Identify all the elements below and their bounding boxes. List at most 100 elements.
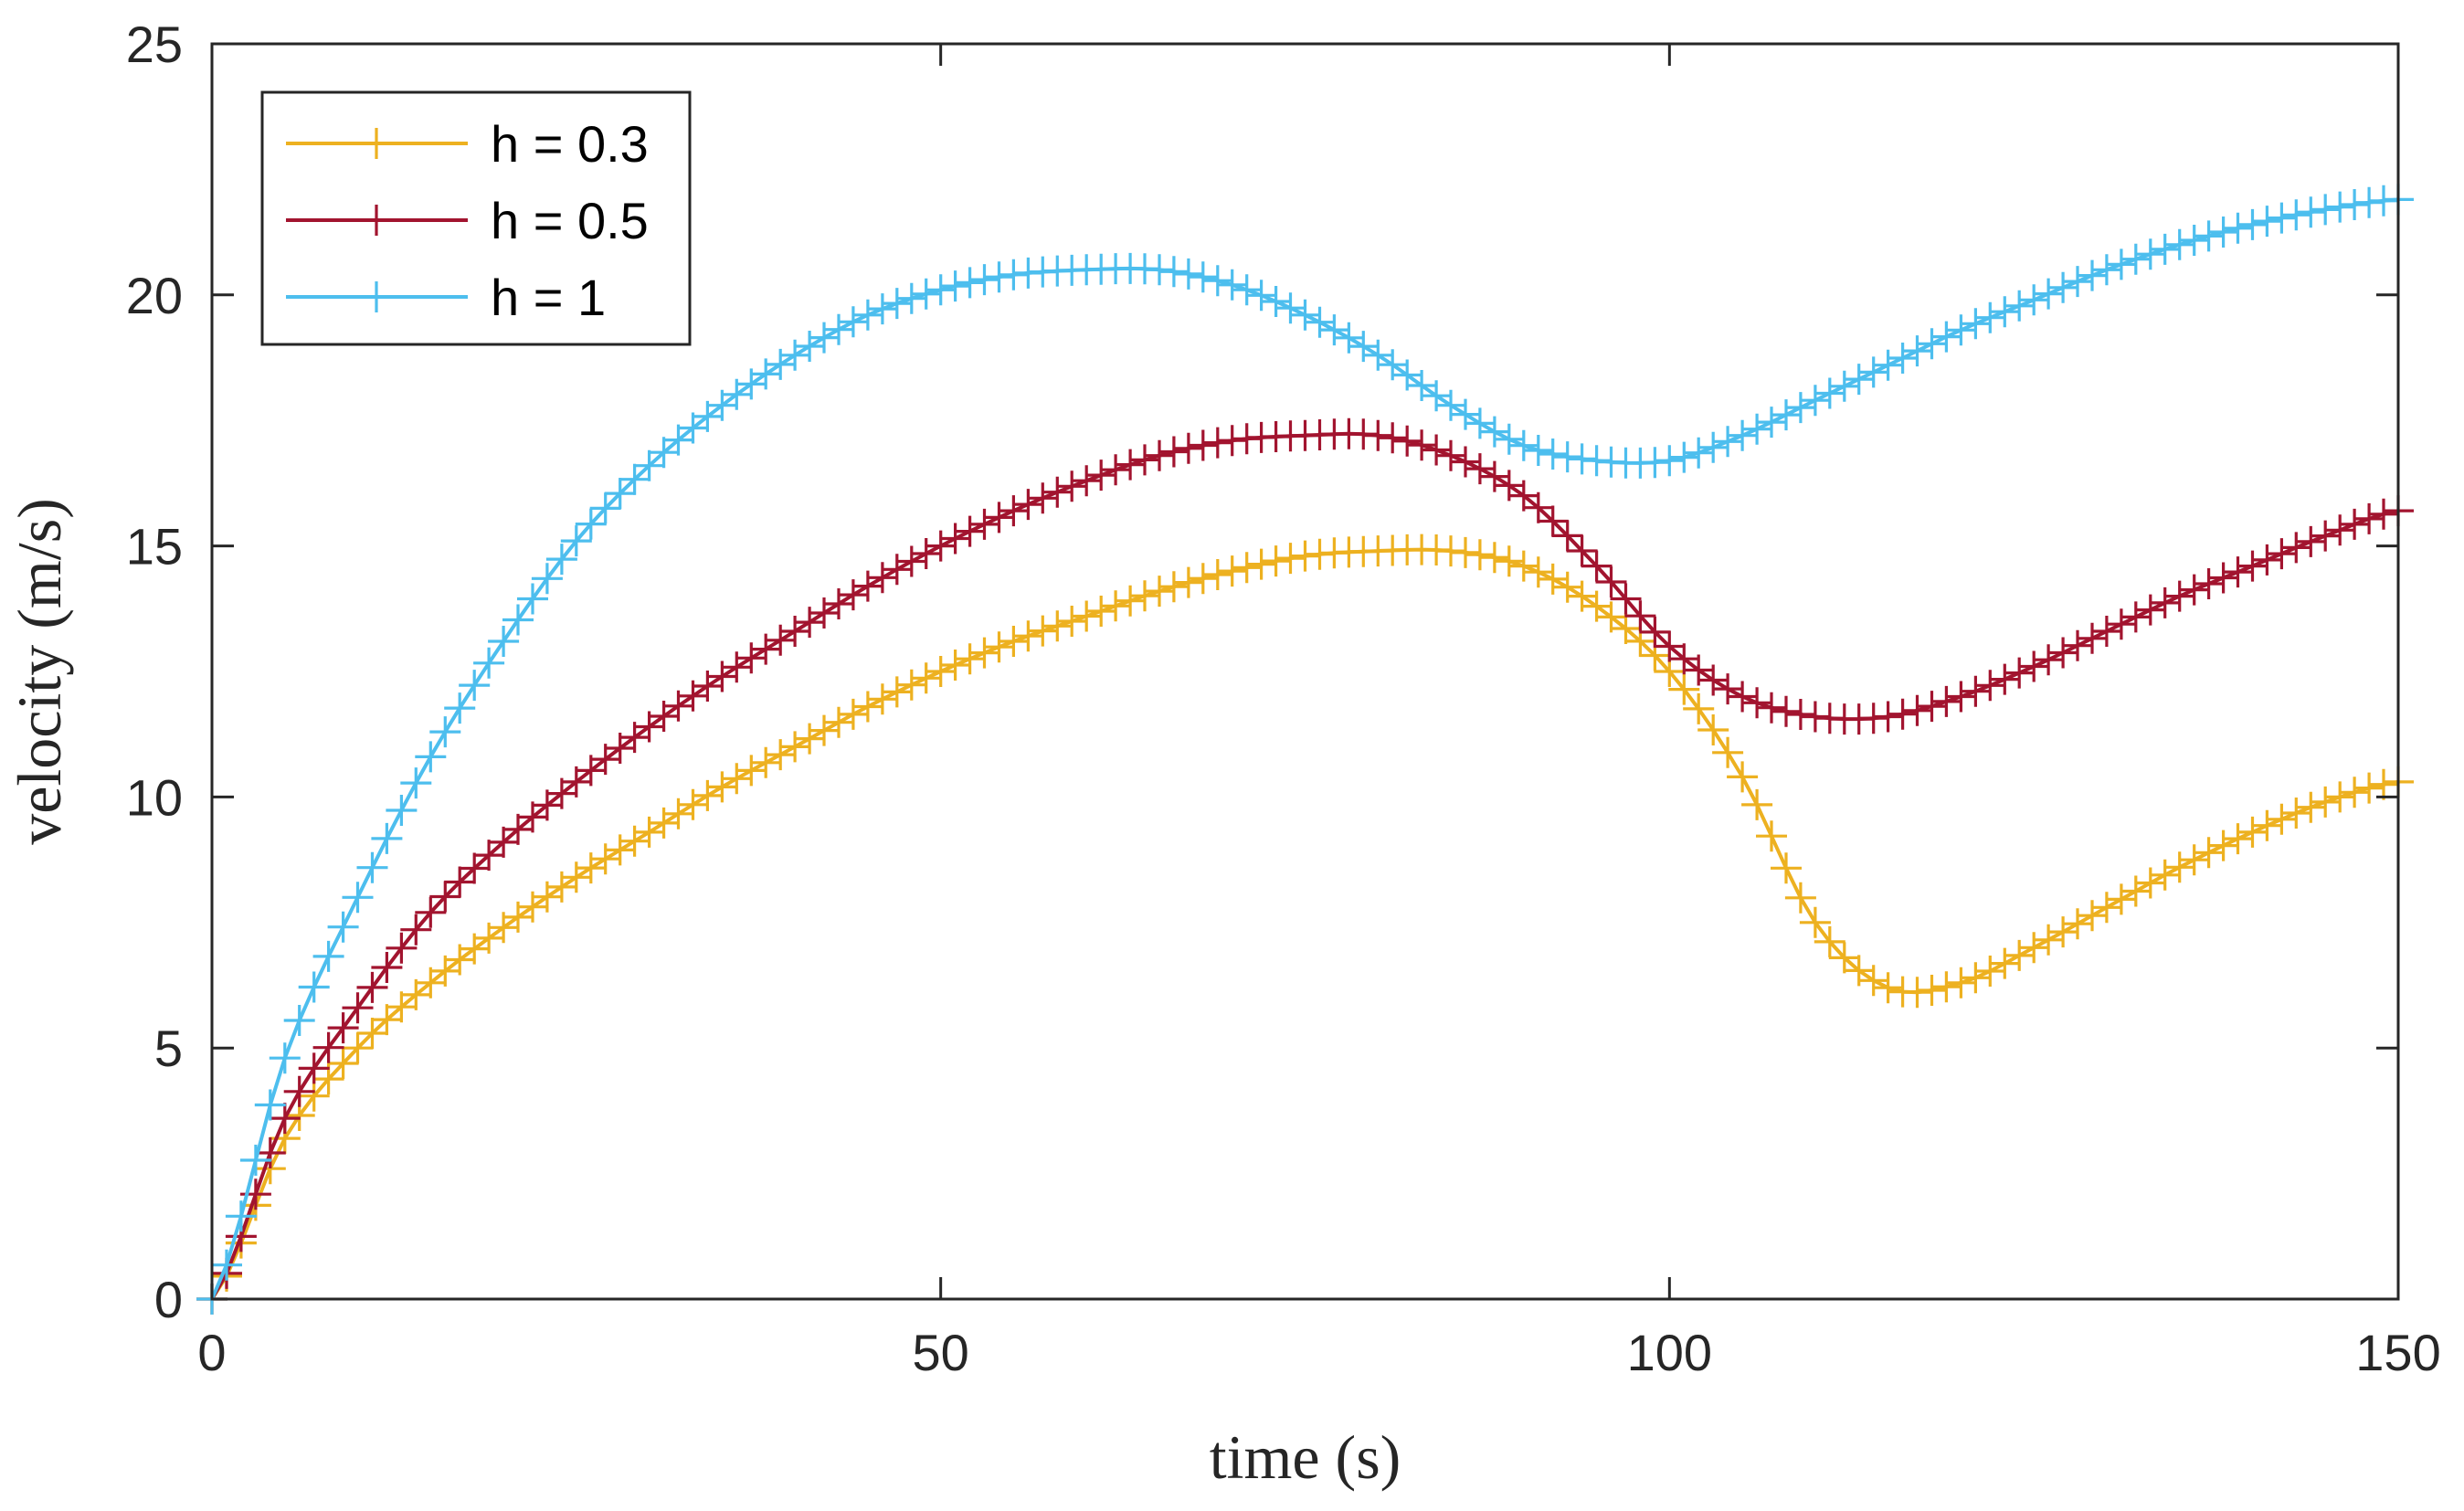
data-point [1144,254,1175,286]
data-point [488,626,520,657]
data-point [386,795,418,826]
data-point [2062,266,2093,298]
data-point [735,642,767,674]
axes-box [210,42,2400,1301]
data-point [1974,670,2006,702]
data-point [1784,699,1816,730]
data-point [2324,781,2356,813]
x-tick-label: 100 [1627,1324,1712,1381]
data-point [2090,892,2122,924]
data-point [1960,675,1992,707]
legend-label: h = 1 [491,269,606,326]
data-point [866,683,898,715]
data-point [1216,425,1248,457]
data-point [2120,243,2152,275]
data-point [1406,429,1438,461]
data-point [1872,701,1904,733]
data-point [2207,829,2239,861]
data-point [1260,286,1292,317]
data-point [2368,768,2399,800]
data-point [327,911,359,943]
data-point [356,1018,388,1049]
legend: h = 0.3 h = 0.5 h = 1 [260,90,692,346]
data-point [1974,956,2006,987]
data-point [1887,343,1919,374]
data-point [1566,443,1598,475]
data-point [1012,620,1044,652]
data-point [1930,321,1962,353]
data-point [1683,692,1715,724]
data-point [925,274,957,306]
data-point [2120,601,2152,633]
data-point [429,716,461,748]
data-point [1085,596,1117,627]
data-point [1916,691,1948,723]
data-point [531,563,563,595]
data-point [1741,687,1773,719]
data-point [765,739,797,771]
data-point [1537,439,1569,470]
series-1 [196,534,2414,1315]
data-point [2077,900,2108,932]
legend-marker [361,281,392,312]
data-point [2033,278,2065,310]
data-point [2033,644,2065,676]
data-point [2047,637,2079,669]
data-point [1507,550,1539,582]
data-point [2295,525,2327,557]
data-point [1144,439,1175,471]
data-point [356,971,388,1003]
data-point [1551,441,1583,473]
data-point [1727,681,1759,713]
data-point [283,1075,315,1107]
data-point [1450,446,1481,478]
data-point [2266,202,2298,234]
data-point [1348,331,1380,363]
data-point [2295,791,2327,823]
data-point [2134,238,2166,270]
y-tick-label: 0 [154,1271,183,1328]
data-point [1289,540,1321,572]
data-point [1172,258,1204,290]
data-point [1712,426,1744,458]
data-point [589,492,621,524]
data-point [1610,583,1642,615]
legend-marker [361,128,392,159]
data-point [400,767,432,799]
data-point [1654,630,1686,662]
data-point [2178,844,2210,876]
data-point [794,331,826,362]
data-point [1187,563,1219,595]
data-point [1989,296,2021,328]
data-point [2149,859,2181,891]
data-point [1756,407,1787,439]
data-point [2018,284,2050,316]
data-point [298,1052,330,1084]
data-point [1974,301,2006,333]
data-point [560,525,592,557]
data-point [2280,199,2312,231]
data-point [211,1249,242,1281]
data-point [735,755,767,787]
data-point [1581,550,1613,582]
data-point [837,698,869,730]
data-point [2237,550,2268,582]
data-point [968,637,1000,669]
data-point [1857,356,1889,388]
data-point [1522,435,1554,466]
data-point [2193,568,2225,599]
x-tick-label: 0 [197,1324,226,1381]
x-axis-title: time (s) [1210,1422,1401,1492]
data-point [998,495,1030,527]
data-point [881,288,913,320]
data-point [1857,703,1889,734]
data-point [1100,590,1132,622]
data-point [721,763,753,795]
data-point [1464,407,1496,439]
data-point [371,822,403,854]
data-point [1027,482,1059,514]
data-point [2237,208,2268,240]
data-point [2018,932,2050,964]
data-point [2134,594,2166,626]
data-point [1771,695,1802,727]
